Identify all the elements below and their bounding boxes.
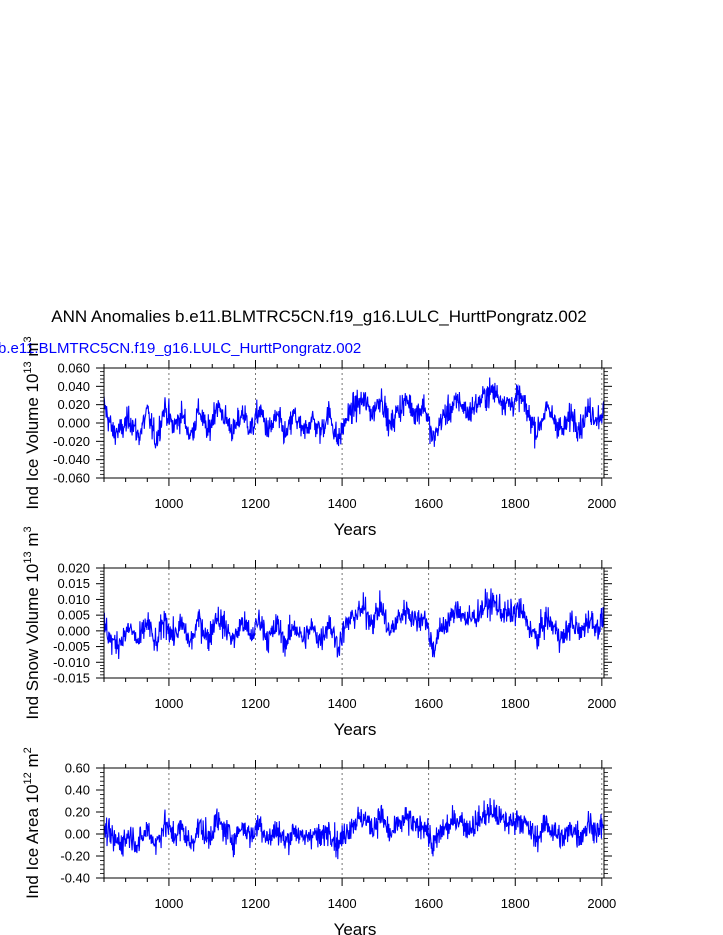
series-line	[103, 798, 605, 860]
x-tick-label: 2000	[587, 496, 616, 511]
x-tick-label: 1200	[241, 696, 270, 711]
y-tick-label: 0.060	[57, 361, 90, 376]
y-tick-label: -0.015	[53, 671, 90, 686]
y-tick-label: 0.020	[57, 561, 90, 576]
series-line	[103, 588, 605, 660]
x-tick-label: 1800	[501, 896, 530, 911]
y-tick-label: 0.020	[57, 397, 90, 412]
y-tick-label: -0.040	[53, 452, 90, 467]
series-line	[103, 377, 605, 449]
y-tick-label: 0.010	[57, 592, 90, 607]
x-tick-label: 1600	[414, 496, 443, 511]
y-axis-label: Ind Ice Area 1012 m2	[22, 747, 42, 899]
panel-2: 1000 1200 1400 1600 1800 2000 -0.015-0.010-0.0…	[22, 526, 616, 739]
y-tick-label: -0.060	[53, 471, 90, 486]
y-tick-label: 0.20	[65, 805, 90, 820]
x-axis-label: Years	[334, 920, 377, 935]
y-tick-label: 0.015	[57, 576, 90, 591]
y-axis-label: Ind Snow Volume 1013 m3	[22, 526, 42, 719]
plot-frame	[103, 567, 605, 679]
x-tick-label: 1200	[241, 896, 270, 911]
x-axis-label: Years	[334, 520, 377, 539]
y-tick-label: -0.005	[53, 639, 90, 654]
x-tick-label: 1800	[501, 496, 530, 511]
y-tick-label: 0.000	[57, 623, 90, 638]
x-tick-label: 1400	[328, 896, 357, 911]
panel-3: 1000 1200 1400 1600 1800 2000 -0.40 -0.20 0.00 0.…	[22, 747, 616, 935]
y-tick-label: 0.40	[65, 783, 90, 798]
y-tick-label: 0.005	[57, 608, 90, 623]
x-tick-label: 1000	[154, 896, 183, 911]
x-tick-label: 1000	[154, 496, 183, 511]
plot-frame	[103, 767, 605, 879]
y-tick-label: 0.00	[65, 827, 90, 842]
y-tick-label: -0.020	[53, 434, 90, 449]
x-tick-label: 1400	[328, 496, 357, 511]
y-axis-label: Ind Ice Volume 1013 m3	[22, 336, 42, 509]
x-tick-label: 1200	[241, 496, 270, 511]
x-tick-label: 1800	[501, 696, 530, 711]
panel-1: 1000 1200 1400 1600 1800 2000 -0.060 -0.040 -0.0…	[22, 336, 616, 539]
x-tick-label: 1600	[414, 696, 443, 711]
x-axis-label: Years	[334, 720, 377, 739]
x-tick-label: 2000	[587, 896, 616, 911]
y-tick-label: -0.010	[53, 655, 90, 670]
y-tick-label: -0.40	[60, 871, 90, 886]
x-tick-label: 1400	[328, 696, 357, 711]
y-tick-label: 0.040	[57, 379, 90, 394]
figure-title: ANN Anomalies b.e11.BLMTRC5CN.f19_g16.LU…	[51, 307, 586, 326]
y-tick-label: 0.000	[57, 416, 90, 431]
y-tick-label: 0.60	[65, 761, 90, 776]
figure-subtitle: b.e11.BLMTRC5CN.f19_g16.LULC_HurttPongra…	[0, 340, 361, 357]
x-tick-label: 1000	[154, 696, 183, 711]
y-tick-label: -0.20	[60, 849, 90, 864]
x-tick-label: 2000	[587, 696, 616, 711]
x-tick-label: 1600	[414, 896, 443, 911]
